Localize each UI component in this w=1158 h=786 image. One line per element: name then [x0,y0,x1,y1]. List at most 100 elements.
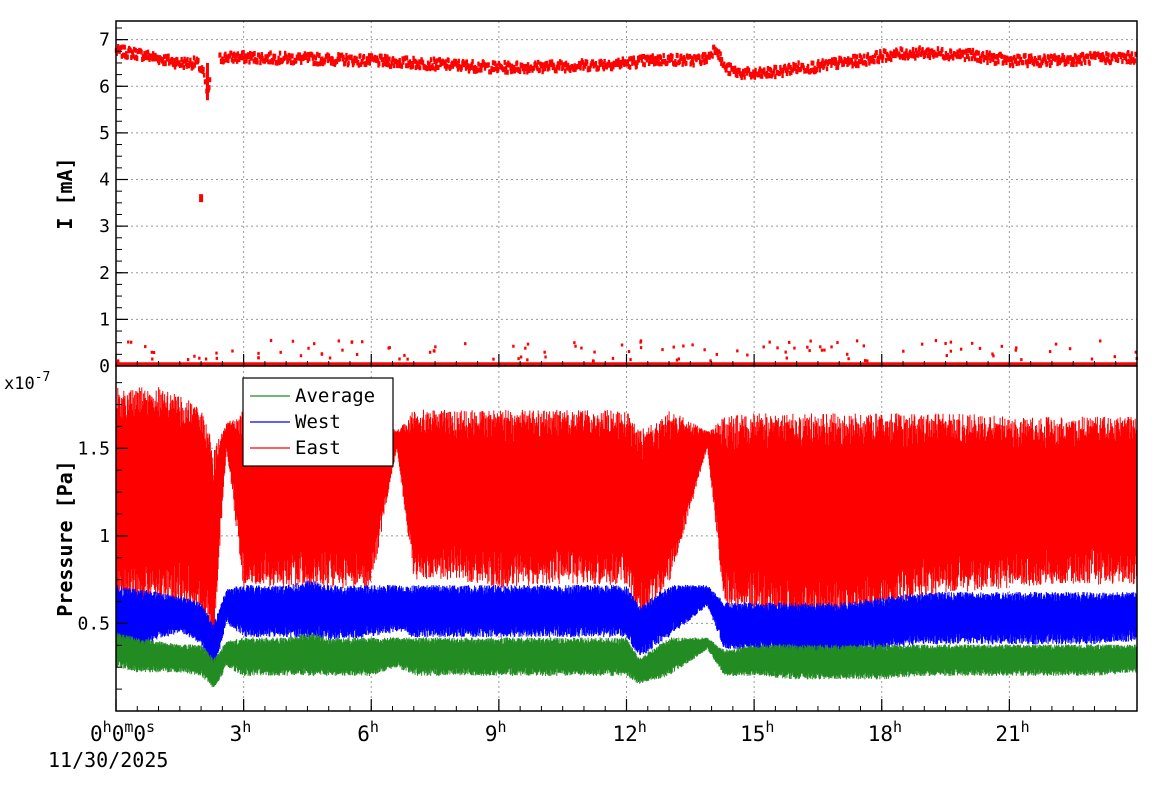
data-point [150,350,153,354]
data-point [1039,62,1042,68]
data-point [991,352,994,356]
data-point [266,53,269,59]
data-point [675,358,679,362]
data-point [585,59,589,65]
data-point [326,52,329,58]
data-point [361,59,364,65]
data-point [359,61,363,67]
data-point [558,65,561,71]
data-point [1016,53,1020,59]
data-point [620,343,624,347]
data-point [695,57,698,63]
data-point [859,59,862,65]
data-point [1042,56,1045,62]
data-point [620,60,624,66]
x-tick-label-part: 21 [995,722,1020,746]
data-point [855,54,859,60]
data-point [1011,63,1015,69]
y-axis-label: I [mA] [53,157,77,229]
data-point [854,59,857,65]
data-point [439,62,442,68]
x-tick-label: 12h [613,718,647,746]
data-point [858,53,862,59]
data-point [745,70,749,76]
data-point [135,55,139,61]
data-point [845,57,848,63]
data-point [418,65,422,71]
data-point [224,51,227,57]
data-point [852,61,856,67]
data-point [690,60,693,66]
data-point [821,58,824,64]
data-point [637,57,641,63]
x-tick-label: 9h [485,718,507,746]
data-point [952,55,955,61]
data-point [673,61,676,67]
data-point [291,339,295,343]
data-point [173,64,177,70]
data-point [1071,56,1075,62]
data-point [174,61,178,67]
data-point [215,351,218,355]
data-point [428,61,431,67]
data-point [946,52,950,58]
data-point [566,65,569,71]
data-point [1052,55,1056,61]
data-point [314,55,318,61]
data-point [286,58,290,64]
data-point [806,345,809,349]
data-point [432,349,436,353]
data-point [869,55,873,61]
data-point [1054,342,1058,346]
data-point [870,58,873,64]
data-point [512,68,515,74]
data-point [617,57,620,63]
series-line-west [116,580,1137,671]
data-point [1080,60,1083,66]
data-point [298,52,301,58]
data-point [1074,54,1077,60]
data-point [401,56,404,62]
data-point [191,61,194,67]
data-point [1029,58,1032,64]
data-point [185,63,188,69]
data-point [968,56,971,62]
x-tick-label-part: 6 [357,722,370,746]
data-point [671,53,674,59]
data-point [1067,59,1070,65]
x-tick-label-part: h [103,718,112,736]
data-point [144,345,147,349]
data-point [414,65,417,71]
data-point [875,50,878,56]
data-point [614,62,617,68]
data-point [124,54,127,60]
data-point [591,59,595,65]
data-point [899,46,902,52]
data-point [415,61,419,67]
data-point [240,54,243,60]
data-point [260,52,264,58]
data-point [491,60,495,66]
data-point [1115,57,1118,63]
data-point [267,59,270,65]
data-point [921,47,924,53]
data-point [134,47,137,53]
data-point [256,59,259,65]
legend: Average West East [242,377,394,467]
data-point [602,66,606,72]
data-point [144,55,148,61]
data-point [1032,61,1036,67]
data-point [746,353,749,357]
y-tick-label: 0.5 [77,613,110,634]
data-point [1075,61,1078,67]
data-point [186,57,189,63]
data-point [886,52,889,58]
data-point [877,59,881,65]
data-point [517,357,520,361]
data-point [122,52,126,58]
data-point [734,72,738,78]
data-point [387,62,390,68]
data-point [830,57,834,63]
data-point [719,51,722,57]
data-point [327,53,331,59]
